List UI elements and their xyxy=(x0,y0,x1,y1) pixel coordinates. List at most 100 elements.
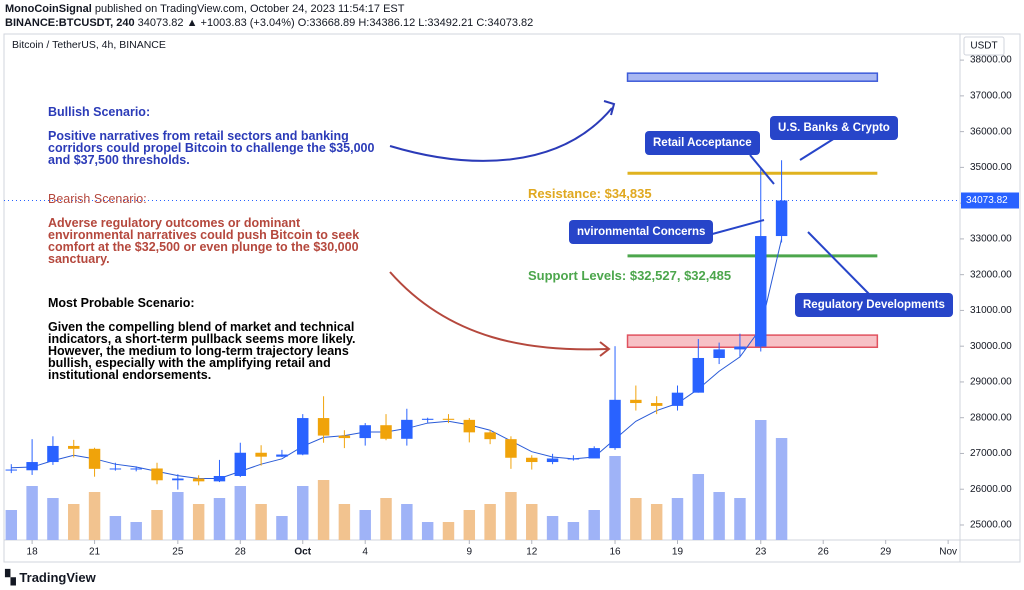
volume-bar xyxy=(317,480,330,540)
y-tick-label: 35000.00 xyxy=(970,162,1012,173)
volume-bar xyxy=(255,504,267,540)
volume-bar xyxy=(442,522,455,540)
author: MonoCoinSignal xyxy=(5,3,92,15)
x-tick-label: 19 xyxy=(672,547,684,558)
y-tick-label: 28000.00 xyxy=(970,412,1012,423)
volume-bar xyxy=(734,498,746,540)
candle-body xyxy=(526,457,538,463)
probable-line: institutional endorsements. xyxy=(48,368,212,382)
price-zone xyxy=(626,334,879,349)
candle-body xyxy=(671,392,684,406)
chart-title: Bitcoin / TetherUS, 4h, BINANCE xyxy=(12,39,166,51)
candle-body xyxy=(5,469,18,471)
bearish-arrow xyxy=(389,271,609,351)
price-zone xyxy=(626,72,879,82)
bearish-line: environmental narratives could push Bitc… xyxy=(48,228,360,242)
callout: Retail Acceptance xyxy=(645,131,760,155)
y-tick-label: 30000.00 xyxy=(970,341,1012,352)
candle-body xyxy=(192,478,205,482)
candle-body xyxy=(297,418,309,455)
probable-title: Most Probable Scenario: xyxy=(48,296,195,310)
candle-body xyxy=(172,478,184,481)
candle-body xyxy=(713,349,725,358)
arrows xyxy=(389,100,871,357)
candle-body xyxy=(463,419,476,433)
candle-body xyxy=(734,346,746,350)
footer-logo: ▚ TradingView xyxy=(5,569,96,585)
volume-bar xyxy=(775,438,788,540)
candle-body xyxy=(130,468,142,470)
volume-bar xyxy=(380,498,392,540)
volume-bar xyxy=(588,510,600,540)
volume-bar xyxy=(151,510,163,540)
bullish-line: Positive narratives from retail sectors … xyxy=(48,129,349,143)
volume-bar xyxy=(26,486,38,540)
candle-body xyxy=(755,236,767,347)
bullish-line: corridors could propel Bitcoin to challe… xyxy=(48,141,375,155)
candle-body xyxy=(234,452,247,476)
y-tick-label: 29000.00 xyxy=(970,377,1012,388)
currency-box xyxy=(963,36,1005,56)
probable-line: bullish, especially with the amplifying … xyxy=(48,356,331,370)
publish-info: published on TradingView.com, October 24… xyxy=(94,3,405,15)
x-tick-label: 29 xyxy=(880,547,892,558)
header-line-1: MonoCoinSignal published on TradingView.… xyxy=(5,3,404,15)
candle-body xyxy=(26,462,38,471)
y-tick-label: 32000.00 xyxy=(970,269,1012,280)
candle-body xyxy=(421,418,434,420)
x-tick-label: 4 xyxy=(362,547,368,558)
support-label: Support Levels: $32,527, $32,485 xyxy=(528,268,732,283)
quote: 34073.82 ▲ +1003.83 (+3.04%) xyxy=(137,17,295,29)
callout-pointer xyxy=(799,137,836,161)
volume-bar xyxy=(88,492,101,540)
volume-bar xyxy=(630,498,642,540)
header-line-2: BINANCE:BTCUSDT, 240 34073.82 ▲ +1003.83… xyxy=(5,17,533,29)
callout-pointer xyxy=(704,219,765,237)
candle-body xyxy=(213,475,226,482)
volume-bar xyxy=(47,498,59,540)
candle-body xyxy=(276,454,288,457)
volume-bar xyxy=(68,504,80,540)
probable-line: indicators, a short-term pullback seems … xyxy=(48,332,356,346)
candle-body xyxy=(546,458,559,463)
volume-bar xyxy=(338,504,351,540)
candle-body xyxy=(151,468,163,481)
callout: Regulatory Developments xyxy=(795,293,953,317)
bearish-line: sanctuary. xyxy=(48,252,110,266)
bearish-line: comfort at the $32,500 or even plunge to… xyxy=(48,240,359,254)
probable-line: However, the medium to long-term traject… xyxy=(48,344,349,358)
volume-bar xyxy=(505,492,517,540)
y-tick-label: 33000.00 xyxy=(970,234,1012,245)
candle-body xyxy=(380,425,392,439)
callout-pointer xyxy=(749,154,775,185)
x-tick-label: 21 xyxy=(89,547,101,558)
x-tick-label: 9 xyxy=(467,547,473,558)
candle-body xyxy=(359,425,371,439)
y-tick-label: 25000.00 xyxy=(970,520,1012,531)
candle-body xyxy=(567,458,580,460)
x-tick-label: 18 xyxy=(27,547,39,558)
candle-body xyxy=(650,403,663,406)
volume-bar xyxy=(5,510,18,540)
currency: USDT xyxy=(970,41,997,52)
volume-bar xyxy=(671,498,684,540)
volume-bar xyxy=(692,474,705,540)
x-tick-label: 28 xyxy=(235,547,247,558)
bullish-arrow-head xyxy=(603,100,616,116)
moving-average xyxy=(11,238,783,479)
candle-body xyxy=(588,448,600,459)
volume-bar xyxy=(130,522,142,540)
y-tick-label: 36000.00 xyxy=(970,126,1012,137)
y-tick-label: 31000.00 xyxy=(970,305,1012,316)
volume-bar xyxy=(609,456,621,540)
volume-bar xyxy=(526,504,538,540)
y-tick-label: 26000.00 xyxy=(970,484,1012,495)
x-tick-label: 26 xyxy=(818,547,830,558)
candle-body xyxy=(442,418,455,420)
candle-body xyxy=(47,445,59,463)
volume-bar xyxy=(234,486,247,540)
volume-bar xyxy=(109,516,122,540)
candle-body xyxy=(609,399,621,449)
